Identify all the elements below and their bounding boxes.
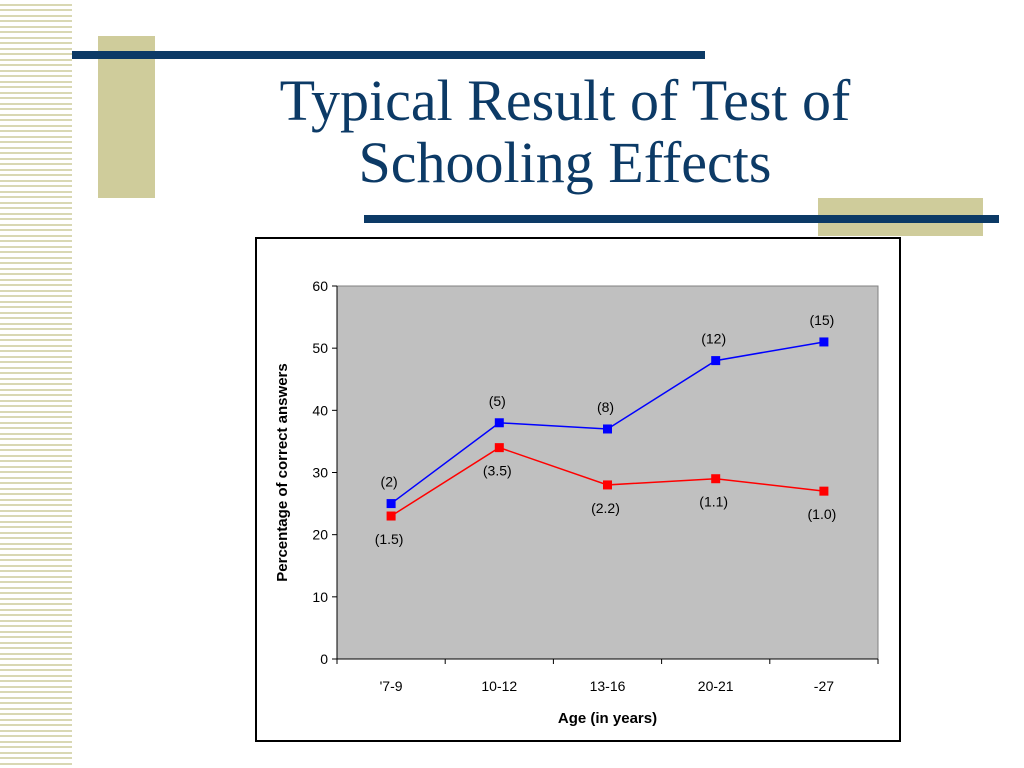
x-tick-label: 20-21 [698, 678, 734, 694]
y-tick-label: 30 [312, 465, 328, 481]
x-tick-label: -27 [814, 678, 834, 694]
series-2-data-label: (2.2) [591, 500, 620, 516]
title-underline-bar [364, 215, 999, 223]
y-tick-label: 10 [312, 589, 328, 605]
slide-title: Typical Result of Test of Schooling Effe… [205, 70, 925, 194]
series-2-marker [819, 486, 829, 496]
x-tick-label: '7-9 [380, 678, 403, 694]
series-1-data-label: (15) [809, 312, 834, 328]
y-tick-label: 60 [312, 278, 328, 294]
series-2-data-label: (3.5) [483, 463, 512, 479]
left-decorative-stripes [0, 0, 72, 768]
line-chart: 0 10 20 30 40 50 60 '7-9 10-12 13-16 20-21 -27 Age (… [274, 278, 879, 727]
x-axis-title: Age (in years) [558, 710, 657, 727]
series-2-data-label: (1.5) [375, 531, 404, 547]
series-2-data-label: (1.0) [808, 506, 837, 522]
y-tick-label: 50 [312, 340, 328, 356]
slide-title-line-1: Typical Result of Test of [279, 68, 851, 133]
series-1-marker [494, 418, 504, 428]
series-1-data-label: (12) [701, 331, 726, 347]
series-1-data-label: (8) [597, 399, 614, 415]
series-2-marker [386, 511, 396, 521]
y-axis-title: Percentage of correct answers [274, 363, 291, 581]
chart-frame: 0 10 20 30 40 50 60 '7-9 10-12 13-16 20-21 -27 Age (… [255, 237, 901, 742]
slide-title-line-2: Schooling Effects [358, 130, 772, 195]
y-tick-label: 40 [312, 402, 328, 418]
top-left-accent-block [98, 36, 155, 198]
series-2-marker [603, 480, 612, 490]
series-1-marker [819, 337, 829, 347]
series-1-marker [711, 356, 721, 366]
series-1-data-label: (5) [489, 393, 506, 409]
series-2-marker [711, 474, 721, 484]
x-tick-label: 10-12 [481, 678, 517, 694]
series-1-marker [603, 424, 612, 434]
series-2-marker [494, 443, 504, 453]
x-tick-label: 13-16 [590, 678, 626, 694]
plot-area [336, 285, 879, 660]
y-tick-label: 20 [312, 527, 328, 543]
top-accent-bar [72, 51, 705, 59]
series-1-data-label: (2) [381, 474, 398, 490]
y-tick-label: 0 [320, 651, 328, 667]
series-2-data-label: (1.1) [699, 494, 728, 510]
series-1-marker [386, 499, 396, 509]
